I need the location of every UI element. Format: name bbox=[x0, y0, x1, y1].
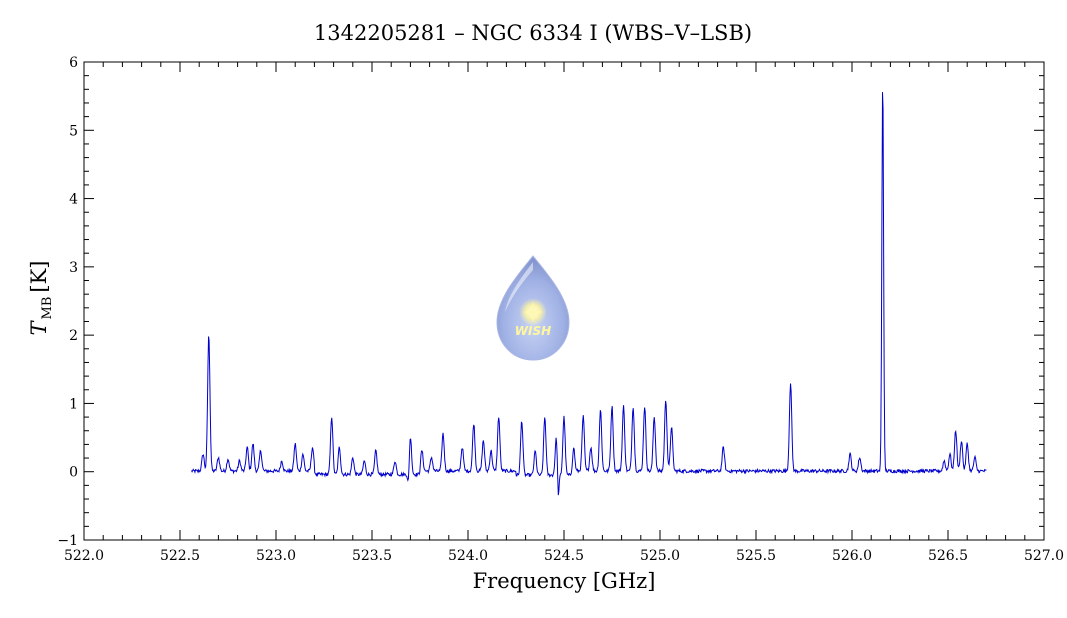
y-tick-label: 6 bbox=[69, 55, 78, 71]
x-axis-label: Frequency [GHz] bbox=[473, 569, 656, 593]
drop-highlight bbox=[505, 262, 533, 312]
x-tick-label: 526.0 bbox=[832, 548, 872, 564]
spectrum-line bbox=[191, 92, 987, 496]
x-tick-label: 524.0 bbox=[448, 548, 488, 564]
x-tick-label: 522.5 bbox=[160, 548, 200, 564]
y-axis-label: TMB [K] bbox=[27, 261, 55, 336]
y-axis-label-sub: MB bbox=[40, 297, 55, 320]
x-tick-label: 524.5 bbox=[544, 548, 584, 564]
plot-frame bbox=[83, 61, 1045, 541]
y-tick-label: 0 bbox=[69, 465, 78, 481]
x-tick-label: 523.0 bbox=[256, 548, 296, 564]
y-tick-label: 2 bbox=[69, 328, 78, 344]
star-icon bbox=[523, 302, 543, 322]
y-tick-label: 5 bbox=[69, 123, 78, 139]
y-axis-label-main: T bbox=[27, 319, 51, 335]
y-tick-label: 1 bbox=[69, 396, 78, 412]
logo-text: WISH bbox=[515, 324, 551, 338]
y-tick-label: −1 bbox=[57, 533, 78, 549]
x-tick-label: 526.5 bbox=[928, 548, 968, 564]
y-axis-label-unit: [K] bbox=[27, 261, 51, 293]
x-tick-label: 525.0 bbox=[640, 548, 680, 564]
x-tick-label: 527.0 bbox=[1024, 548, 1064, 564]
chart-title: 1342205281 – NGC 6334 I (WBS–V–LSB) bbox=[314, 21, 752, 45]
x-tick-label: 523.5 bbox=[352, 548, 392, 564]
x-tick-label: 522.0 bbox=[64, 548, 104, 564]
y-tick-label: 4 bbox=[69, 192, 78, 208]
wish-logo: WISH bbox=[496, 255, 570, 361]
x-tick-label: 525.5 bbox=[736, 548, 776, 564]
y-tick-label: 3 bbox=[69, 260, 78, 276]
